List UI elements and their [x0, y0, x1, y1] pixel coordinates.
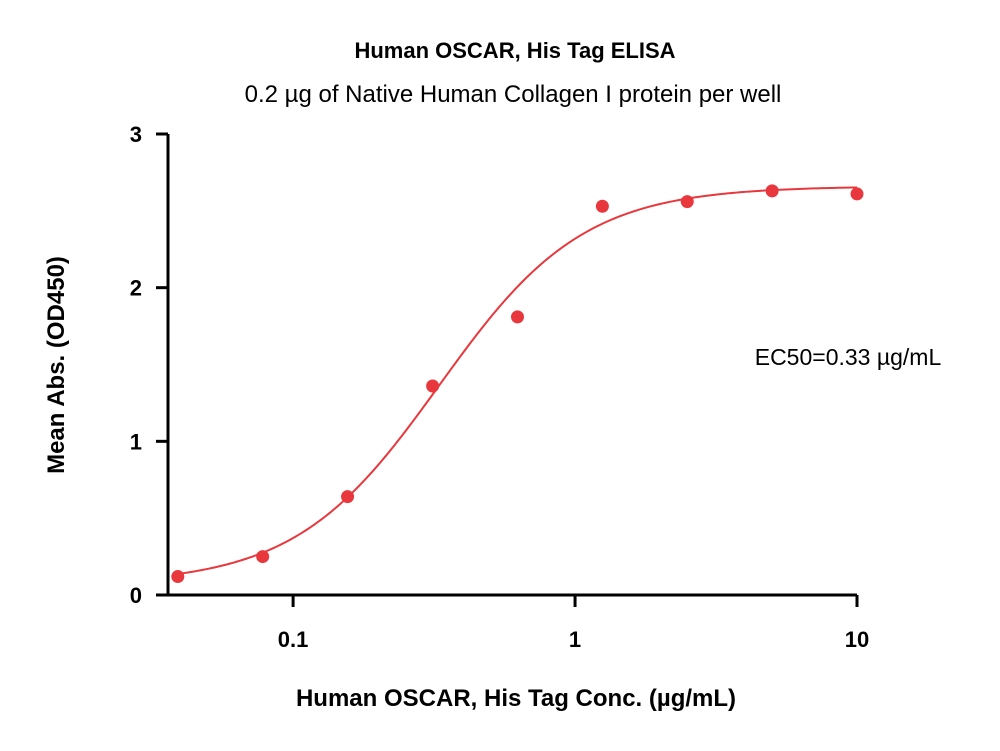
chart-title: Human OSCAR, His Tag ELISA — [354, 38, 675, 63]
data-point — [595, 199, 609, 213]
y-tick-label: 2 — [130, 276, 142, 301]
y-tick-label: 1 — [130, 429, 142, 454]
data-point — [765, 184, 779, 198]
x-tick-label: 10 — [845, 627, 869, 652]
data-point — [850, 187, 864, 201]
data-point — [426, 379, 440, 393]
fit-curve — [177, 186, 858, 575]
data-points-layer — [171, 184, 864, 584]
data-point — [510, 310, 524, 324]
ticks: 0.1 1 10 0 1 2 3 — [130, 122, 869, 652]
data-point — [680, 195, 694, 209]
y-axis-label: Mean Abs. (OD450) — [43, 256, 70, 474]
fit-curve-layer — [177, 186, 858, 575]
x-tick-label: 0.1 — [278, 627, 309, 652]
ec50-annotation: EC50=0.33 µg/mL — [755, 344, 942, 370]
y-tick-label: 0 — [130, 583, 142, 608]
axes — [166, 134, 857, 597]
x-axis-label: Human OSCAR, His Tag Conc. (µg/mL) — [296, 685, 736, 712]
data-point — [341, 490, 355, 504]
chart-subtitle: 0.2 µg of Native Human Collagen I protei… — [245, 81, 782, 108]
y-tick-label: 3 — [130, 122, 142, 147]
data-point — [256, 550, 270, 564]
data-point — [171, 570, 185, 584]
x-tick-label: 1 — [569, 627, 581, 652]
